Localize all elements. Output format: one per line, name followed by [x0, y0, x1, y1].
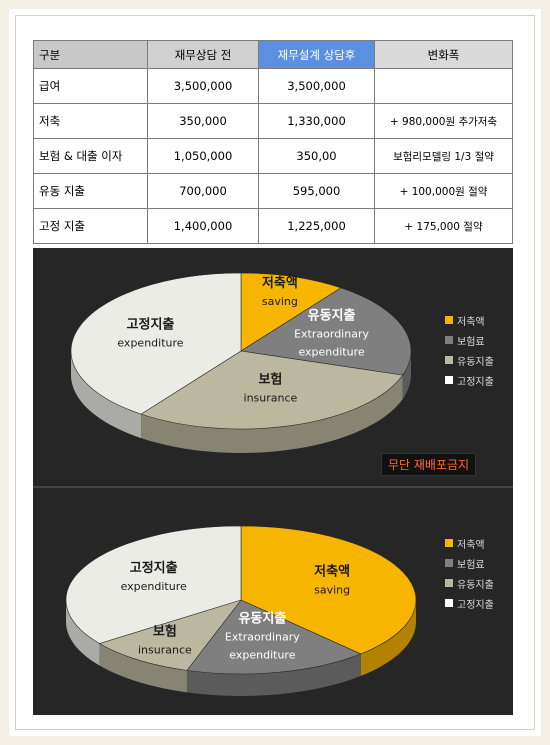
pie-side-saving: [360, 600, 416, 676]
legend-label: 보험료: [457, 559, 485, 571]
slice-sublabel: expenditure: [298, 346, 364, 359]
header-category: 구분: [33, 40, 148, 69]
row-before: 700,000: [147, 173, 259, 209]
pie-side-expenditure: [66, 600, 100, 666]
pie-slice-saving: [240, 525, 417, 655]
legend-label: 고정지출: [457, 376, 494, 388]
slice-sublabel: expenditure: [229, 648, 295, 661]
slice-sublabel: Extraordinary: [294, 328, 369, 341]
legend-item: 보험료: [445, 553, 494, 573]
row-before: 1,400,000: [147, 208, 259, 244]
legend-item: 유동지출: [445, 573, 494, 593]
header-before: 재무상담 전: [147, 40, 259, 69]
legend-item: 유동지출: [445, 350, 494, 370]
row-item: 고정 지출: [33, 208, 148, 244]
slice-label: 고정지출: [127, 317, 175, 333]
slice-label: 보험: [153, 623, 177, 639]
slice-label: 유동지출: [238, 610, 286, 626]
slice-label: 보험: [258, 372, 282, 388]
pie-side-expenditure: [71, 351, 142, 439]
header-after: 재무설계 상담후: [258, 40, 375, 69]
row-item: 급여: [33, 68, 148, 104]
budget-table: 구분 재무상담 전 재무설계 상담후 변화폭 급여 3,500,000 3,50…: [33, 40, 513, 244]
legend-item: 저축액: [445, 310, 494, 330]
row-after: 595,000: [258, 173, 375, 209]
legend-item: 고정지출: [445, 593, 494, 613]
slice-sublabel: saving: [314, 584, 350, 597]
legend-swatch: [445, 539, 453, 547]
row-item: 저축: [33, 103, 148, 139]
slice-label: 고정지출: [130, 560, 178, 576]
legend-item: 저축액: [445, 533, 494, 553]
table-row: 보험 & 대출 이자 1,050,000 350,00 보험리모델링 1/3 절…: [33, 138, 513, 174]
legend-item: 고정지출: [445, 370, 494, 390]
row-item: 유동 지출: [33, 173, 148, 209]
row-change: 보험리모델링 1/3 절약: [374, 138, 513, 174]
legend-label: 저축액: [457, 316, 485, 328]
row-item: 보험 & 대출 이자: [33, 138, 148, 174]
header-change: 변화폭: [374, 40, 513, 69]
pie-side-extraordinary-expenditure: [402, 351, 411, 400]
legend-label: 유동지출: [457, 356, 494, 368]
slice-sublabel: insurance: [138, 643, 192, 656]
row-before: 350,000: [147, 103, 259, 139]
row-after: 1,330,000: [258, 103, 375, 139]
pie-slice-saving: [240, 272, 342, 352]
slice-sublabel: insurance: [244, 392, 298, 405]
legend-swatch: [445, 579, 453, 587]
legend-swatch: [445, 316, 453, 324]
legend-label: 보험료: [457, 336, 485, 348]
legend-label: 고정지출: [457, 599, 494, 611]
slice-sublabel: expenditure: [117, 337, 183, 350]
table-row: 급여 3,500,000 3,500,000: [33, 68, 513, 104]
row-change: + 100,000원 절약: [374, 173, 513, 209]
slice-sublabel: saving: [262, 295, 298, 308]
pie-panel-after: 저축액 saving 유동지출 Extraordinary expenditure 보험 i…: [33, 488, 513, 715]
slice-sublabel: expenditure: [121, 580, 187, 593]
pie-chart-before: 저축액 saving 유동지출 Extraordinary expenditure 보험 i…: [70, 272, 412, 453]
pie-side-extraordinary-expenditure: [186, 653, 361, 696]
slice-label: 유동지출: [308, 308, 356, 324]
table-row: 저축 350,000 1,330,000 + 980,000원 추가저축: [33, 103, 513, 139]
row-change: + 175,000 절약: [374, 208, 513, 244]
pie-slice-insurance: [140, 350, 404, 430]
pie-slice-insurance: [98, 599, 242, 671]
row-after: 3,500,000: [258, 68, 375, 104]
pie-chart-after: 저축액 saving 유동지출 Extraordinary expenditure 보험 i…: [65, 525, 417, 696]
legend-swatch: [445, 376, 453, 384]
row-after: 1,225,000: [258, 208, 375, 244]
legend-item: 보험료: [445, 330, 494, 350]
legend-swatch: [445, 559, 453, 567]
row-change: [374, 68, 513, 104]
row-change: + 980,000원 추가저축: [374, 103, 513, 139]
table-row: 고정 지출 1,400,000 1,225,000 + 175,000 절약: [33, 208, 513, 244]
legend-label: 저축액: [457, 539, 485, 551]
legend-swatch: [445, 336, 453, 344]
pie-panel-before: 저축액 saving 유동지출 Extraordinary expenditure 보험 i…: [33, 248, 513, 488]
budget-sheet: 구분 재무상담 전 재무설계 상담후 변화폭 급여 3,500,000 3,50…: [33, 33, 513, 715]
copyright-notice: 무단 재배포금지: [381, 453, 477, 476]
pie-slice-extraordinary-expenditure: [186, 599, 362, 675]
table-row: 유동 지출 700,000 595,000 + 100,000원 절약: [33, 173, 513, 209]
legend-swatch: [445, 356, 453, 364]
row-before: 3,500,000: [147, 68, 259, 104]
pie-slice-extraordinary-expenditure: [240, 287, 412, 376]
legend-swatch: [445, 599, 453, 607]
row-after: 350,00: [258, 138, 375, 174]
slice-label: 저축액: [262, 275, 298, 291]
pie-slice-expenditure: [70, 272, 242, 415]
panel-divider: [33, 486, 513, 488]
slice-label: 저축액: [314, 564, 350, 580]
legend-label: 유동지출: [457, 579, 494, 591]
row-before: 1,050,000: [147, 138, 259, 174]
table-header-row: 구분 재무상담 전 재무설계 상담후 변화폭: [33, 40, 513, 69]
pie-slice-expenditure: [65, 525, 242, 644]
pie-side-insurance: [141, 375, 403, 453]
slice-sublabel: Extraordinary: [225, 630, 300, 643]
pie-side-insurance: [99, 643, 187, 693]
